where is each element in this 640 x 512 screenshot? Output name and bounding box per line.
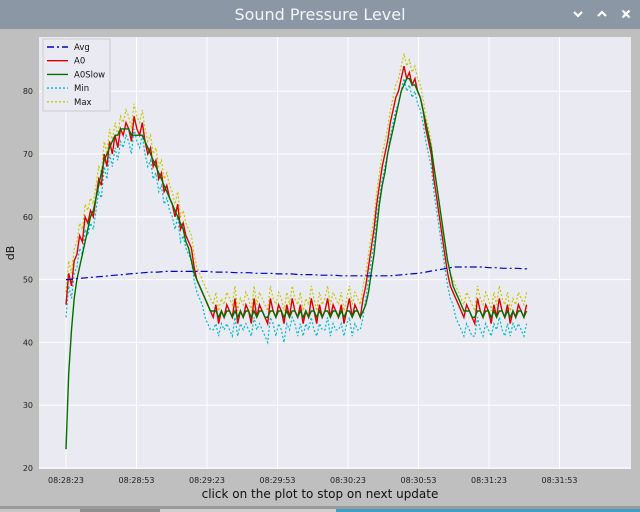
plot-area[interactable] [39, 37, 631, 469]
title-bar[interactable]: Sound Pressure Level [0, 0, 640, 29]
legend-label-a0slow: A0Slow [74, 70, 105, 80]
y-tick-label: 80 [23, 87, 33, 96]
legend-label-a0: A0 [74, 57, 85, 67]
y-axis-label: dB [4, 246, 17, 261]
window-title: Sound Pressure Level [234, 5, 406, 24]
y-tick-label: 40 [23, 338, 33, 347]
taskbar-segment [80, 509, 160, 512]
legend-label-avg: Avg [74, 43, 90, 53]
series-line-a0slow [65, 77, 528, 450]
close-icon [621, 9, 631, 19]
y-axis-ticks: 20 30 40 50 60 70 80 [23, 87, 33, 473]
taskbar-segment [336, 509, 640, 512]
x-tick-label: 08:30:53 [401, 476, 437, 485]
legend-label-min: Min [74, 84, 89, 94]
x-tick-label: 08:28:53 [119, 476, 155, 485]
y-tick-label: 60 [23, 213, 33, 222]
chevron-down-icon [573, 11, 583, 18]
legend-label-max: Max [74, 98, 92, 108]
status-message: click on the plot to stop on next update [201, 487, 439, 501]
x-tick-label: 08:30:23 [330, 476, 366, 485]
series-line-avg [66, 266, 528, 281]
x-tick-label: 08:29:23 [189, 476, 225, 485]
y-tick-label: 30 [23, 401, 33, 410]
taskbar-segment [0, 509, 80, 512]
x-axis-ticks: 08:28:23 08:28:53 08:29:23 08:29:53 08:30:23… [48, 476, 577, 485]
plot-figure[interactable]: 08:28:23 08:28:53 08:29:23 08:29:53 08:30:23… [0, 29, 640, 506]
x-tick-label: 08:31:53 [542, 476, 578, 485]
grid-lines [39, 37, 631, 469]
series-lines [65, 53, 528, 450]
x-tick-label: 08:28:23 [48, 476, 84, 485]
y-tick-label: 20 [23, 464, 33, 473]
sound-level-chart[interactable]: 08:28:23 08:28:53 08:29:23 08:29:53 08:30:23… [0, 29, 640, 506]
taskbar-strip [0, 506, 640, 512]
series-line-min [65, 78, 528, 345]
close-button[interactable] [617, 5, 635, 23]
x-tick-label: 08:31:23 [471, 476, 507, 485]
y-tick-label: 50 [23, 276, 33, 285]
y-tick-label: 70 [23, 150, 33, 159]
minimize-button[interactable] [569, 5, 587, 23]
chevron-up-icon [597, 10, 607, 17]
taskbar-segment [160, 509, 336, 512]
x-tick-label: 08:29:53 [260, 476, 296, 485]
legend: Avg A0 A0Slow Min Max [42, 38, 111, 112]
maximize-button[interactable] [593, 5, 611, 23]
